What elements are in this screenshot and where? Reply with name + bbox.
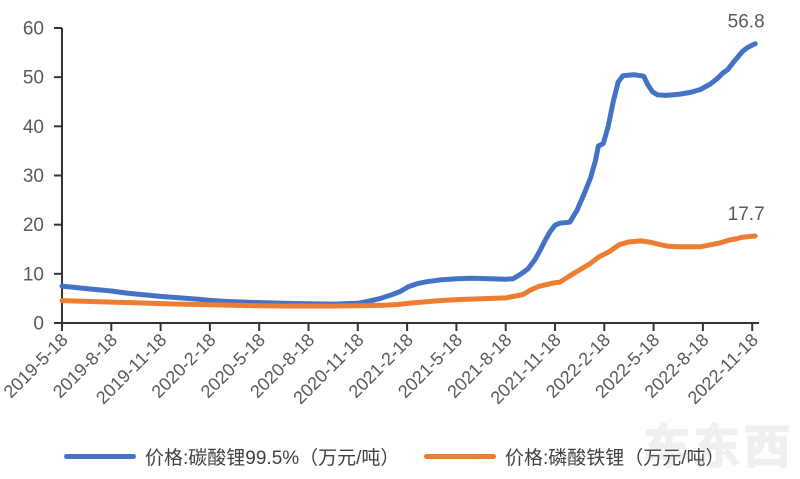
y-axis-tick-label: 20 <box>23 215 44 236</box>
lithium-iron-phosphate-price-line <box>59 233 758 309</box>
watermark-logo: 车东西 <box>643 420 794 474</box>
y-axis-tick-label: 0 <box>33 314 44 335</box>
axis-lines <box>61 28 759 324</box>
series-end-value-label: 56.8 <box>728 12 765 33</box>
y-axis-tick-label: 30 <box>23 166 44 187</box>
series-end-value-label: 17.7 <box>728 204 765 225</box>
legend-label-lithium-iron-phosphate: 价格:磷酸铁锂（万元/吨） <box>505 447 725 469</box>
legend-label-lithium-carbonate: 价格:碳酸锂99.5%（万元/吨） <box>145 447 400 469</box>
legend-line-swatch-blue <box>64 453 136 459</box>
y-axis-tick-label: 50 <box>23 68 44 89</box>
y-axis-tick-label: 40 <box>23 117 44 138</box>
y-axis-tick-label: 60 <box>23 19 44 40</box>
lithium-carbonate-price-line <box>59 41 758 307</box>
legend-line-swatch-orange <box>424 453 496 459</box>
y-axis-tick-label: 10 <box>23 264 44 285</box>
legend-item-lithium-iron-phosphate: 价格:磷酸铁锂（万元/吨） <box>424 443 725 469</box>
legend-item-lithium-carbonate: 价格:碳酸锂99.5%（万元/吨） <box>64 443 399 469</box>
